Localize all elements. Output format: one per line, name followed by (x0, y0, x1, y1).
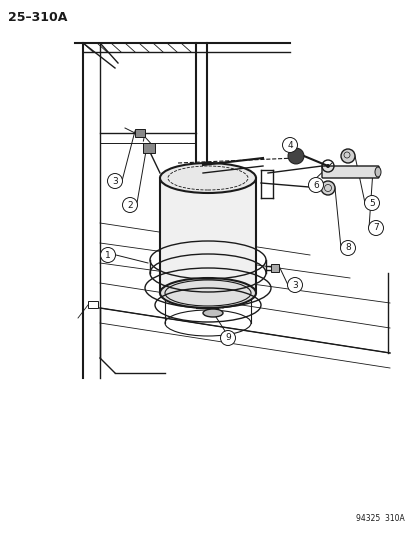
Circle shape (220, 330, 235, 345)
FancyBboxPatch shape (321, 166, 378, 178)
Circle shape (325, 164, 329, 168)
Circle shape (100, 247, 115, 262)
Circle shape (308, 177, 323, 192)
Bar (135, 129, 145, 137)
Circle shape (287, 148, 303, 164)
Circle shape (122, 198, 137, 213)
Circle shape (287, 278, 302, 293)
Text: 2: 2 (127, 200, 133, 209)
Text: 4: 4 (287, 141, 292, 149)
Circle shape (340, 149, 354, 163)
Circle shape (282, 138, 297, 152)
Circle shape (339, 240, 355, 255)
Circle shape (368, 221, 382, 236)
Circle shape (107, 174, 122, 189)
Circle shape (320, 181, 334, 195)
Text: 94325  310A: 94325 310A (356, 514, 404, 523)
Bar (88, 301, 98, 308)
Text: 25–310A: 25–310A (8, 11, 67, 24)
Text: 6: 6 (312, 181, 318, 190)
Text: 7: 7 (372, 223, 378, 232)
Text: 3: 3 (292, 280, 297, 289)
Bar (271, 264, 278, 272)
Text: 3: 3 (112, 176, 118, 185)
Bar (142, 143, 154, 153)
Text: 8: 8 (344, 244, 350, 253)
FancyBboxPatch shape (159, 178, 255, 293)
Ellipse shape (159, 163, 255, 193)
Text: 1: 1 (105, 251, 111, 260)
Text: 5: 5 (368, 198, 374, 207)
Ellipse shape (159, 278, 255, 308)
Ellipse shape (202, 309, 223, 317)
Ellipse shape (374, 167, 380, 177)
Circle shape (363, 196, 379, 211)
Text: 9: 9 (225, 334, 230, 343)
